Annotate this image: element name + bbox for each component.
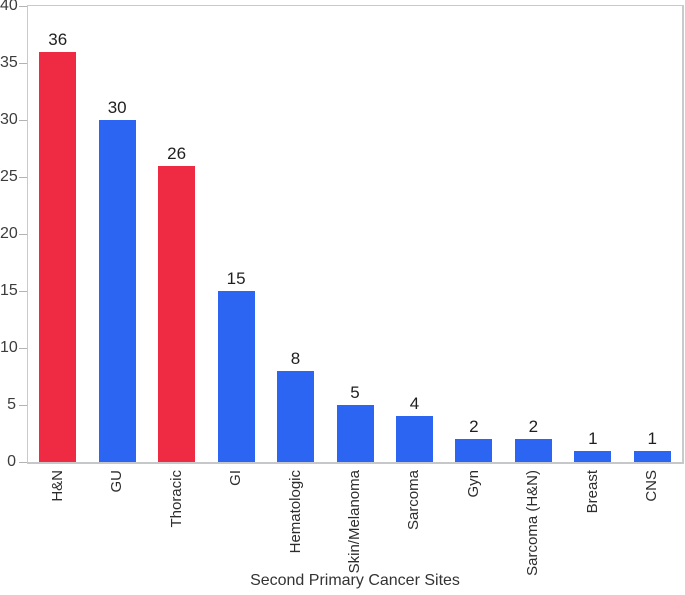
y-axis-tick-label: 30 [0, 111, 18, 128]
bar-sarcoma [395, 416, 433, 462]
chart-plot-area: 36 30 26 15 8 5 4 2 2 1 1 [27, 5, 684, 464]
y-axis-tick [19, 404, 27, 406]
bar-gyn [455, 439, 493, 462]
y-axis-tick-label: 15 [0, 282, 18, 299]
y-axis-tick-label: 35 [0, 54, 18, 71]
bar-cns [633, 450, 671, 462]
bar-value-label: 30 [107, 98, 127, 117]
y-axis-tick [19, 290, 27, 292]
y-axis-tick-label: 5 [7, 396, 16, 413]
bar-value-label: 5 [350, 383, 360, 402]
bar-thoracic [158, 165, 196, 462]
y-axis-tick-label: 25 [0, 168, 18, 185]
x-axis-category-label: GI [227, 470, 245, 486]
y-axis-tick-label: 20 [0, 225, 18, 242]
bar-value-label: 15 [226, 269, 246, 288]
y-axis-tick [19, 233, 27, 235]
x-axis-category-label: Skin/Melanoma [346, 470, 363, 574]
bar-value-label: 1 [588, 428, 598, 448]
y-axis-tick [19, 461, 27, 463]
bar-value-label: 8 [290, 348, 301, 368]
bar-value-label: 4 [409, 394, 420, 414]
x-axis-category-label: Hematologic [286, 470, 304, 554]
y-axis-tick [19, 62, 27, 64]
bar-breast [574, 450, 612, 462]
x-axis-category-label: Breast [583, 470, 601, 514]
y-axis-tick-label: 40 [0, 0, 18, 14]
x-axis-category-label: Sarcoma (H&N) [524, 470, 542, 576]
bar-skin-melanoma [336, 405, 374, 462]
bar-value-label: 1 [647, 428, 657, 448]
bar-sarcoma-h-n [514, 439, 552, 462]
bar-hematologic [277, 370, 315, 462]
x-axis-category-label: GU [108, 470, 126, 493]
x-axis-category-label: Thoracic [167, 470, 185, 528]
bar-value-label: 36 [48, 29, 68, 49]
x-axis-category-label: H&N [48, 470, 66, 502]
y-axis-tick-label: 10 [0, 339, 18, 356]
bar-gi [217, 291, 255, 462]
bar-gu [98, 120, 136, 462]
x-axis-category-label: Sarcoma [405, 470, 423, 531]
x-axis-title: Second Primary Cancer Sites [250, 572, 460, 589]
y-axis-tick-label: 0 [7, 453, 16, 470]
bar-value-label: 2 [469, 417, 479, 437]
y-axis-tick [19, 119, 27, 121]
y-axis-tick [19, 176, 27, 178]
y-axis-tick [19, 347, 27, 349]
bar-value-label: 2 [528, 417, 539, 437]
x-axis-category-label: Gyn [464, 470, 482, 498]
bar-h-n [39, 51, 77, 462]
y-axis-tick [19, 5, 27, 7]
x-axis-category-label: CNS [643, 470, 661, 502]
bar-value-label: 26 [167, 143, 187, 163]
